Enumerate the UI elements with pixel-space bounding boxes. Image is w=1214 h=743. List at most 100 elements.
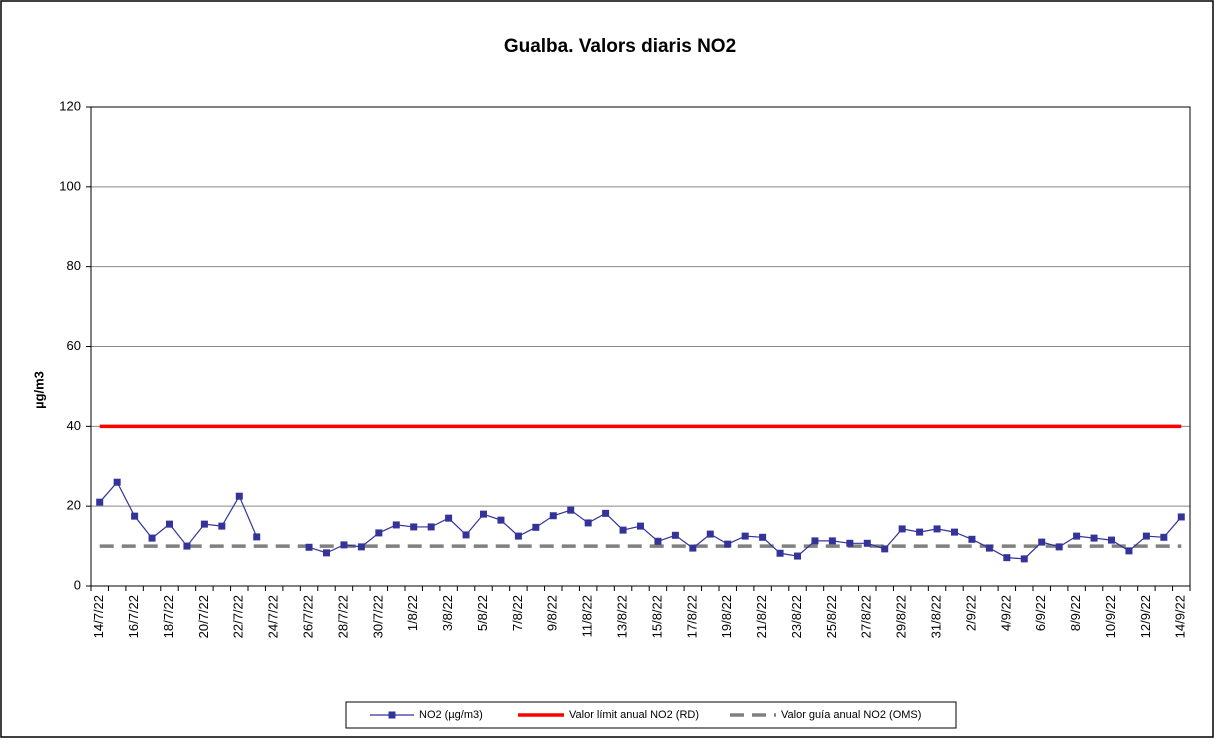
- x-tick-label: 9/8/22: [545, 595, 560, 631]
- x-tick-label: 30/7/22: [370, 595, 385, 638]
- plot-area: [90, 106, 1191, 587]
- point-marker: [794, 552, 801, 560]
- y-tick-label: 40: [67, 418, 81, 433]
- x-tick-label: 17/8/22: [684, 595, 699, 638]
- point-marker: [148, 534, 156, 542]
- x-tick-label: 19/8/22: [719, 595, 734, 638]
- x-tick-label: 1/8/22: [405, 595, 420, 631]
- x-tick-label: 26/7/22: [300, 595, 315, 638]
- x-tick-label: 8/9/22: [1068, 595, 1083, 631]
- point-marker: [881, 545, 889, 553]
- point-marker: [968, 535, 976, 543]
- point-marker: [776, 549, 784, 557]
- legend-label: Valor guía anual NO2 (OMS): [781, 709, 921, 721]
- x-tick-label: 6/9/22: [1033, 595, 1048, 631]
- point-marker: [305, 543, 313, 551]
- point-marker: [724, 540, 732, 548]
- x-tick-label: 14/7/22: [91, 595, 106, 638]
- point-marker: [410, 523, 418, 531]
- x-tick-label: 14/9/22: [1173, 595, 1188, 638]
- point-marker: [898, 525, 906, 533]
- x-tick-label: 15/8/22: [649, 595, 664, 638]
- point-marker: [392, 521, 400, 529]
- point-marker: [1090, 534, 1098, 542]
- point-marker: [497, 516, 505, 524]
- point-marker: [1055, 543, 1063, 551]
- point-marker: [549, 512, 557, 520]
- x-tick-label: 4/9/22: [998, 595, 1013, 631]
- point-marker: [1142, 532, 1150, 540]
- point-marker: [1108, 536, 1115, 544]
- point-marker: [96, 498, 104, 506]
- point-marker: [863, 539, 871, 547]
- point-marker: [741, 532, 749, 540]
- point-marker: [445, 514, 453, 522]
- x-tick-label: 23/8/22: [789, 595, 804, 638]
- y-tick-label: 120: [59, 98, 81, 113]
- point-marker: [602, 509, 610, 517]
- x-tick-label: 16/7/22: [126, 595, 141, 638]
- point-marker: [113, 478, 121, 486]
- point-marker: [1125, 547, 1133, 555]
- x-tick-label: 10/9/22: [1103, 595, 1118, 638]
- legend-box: [345, 701, 957, 729]
- x-tick-label: 29/8/22: [894, 595, 909, 638]
- point-marker: [619, 526, 627, 534]
- point-marker: [1160, 533, 1168, 541]
- x-tick-label: 7/8/22: [510, 595, 525, 631]
- x-tick-label: 27/8/22: [859, 595, 874, 638]
- y-tick-label: 20: [67, 498, 81, 513]
- point-marker: [253, 533, 261, 541]
- y-tick-label: 0: [74, 577, 81, 592]
- point-marker: [933, 525, 941, 533]
- point-marker: [811, 537, 819, 545]
- x-tick-label: 28/7/22: [335, 595, 350, 638]
- point-marker: [532, 523, 540, 531]
- y-tick-label: 60: [67, 338, 81, 353]
- point-marker: [131, 512, 139, 520]
- x-tick-label: 31/8/22: [928, 595, 943, 638]
- point-marker: [951, 528, 958, 536]
- point-marker: [637, 522, 644, 530]
- point-marker: [1038, 538, 1046, 546]
- x-tick-label: 20/7/22: [196, 595, 211, 638]
- chart-title: Gualba. Valors diaris NO2: [504, 36, 736, 57]
- point-marker: [671, 531, 679, 539]
- legend-label: NO2 (µg/m3): [419, 709, 483, 721]
- x-tick-label: 13/8/22: [614, 595, 629, 638]
- point-marker: [828, 537, 836, 545]
- point-marker: [706, 530, 714, 538]
- point-marker: [1073, 532, 1081, 540]
- x-tick-label: 11/8/22: [580, 595, 595, 637]
- point-marker: [514, 532, 522, 540]
- point-marker: [759, 533, 767, 541]
- x-tick-label: 5/8/22: [475, 595, 490, 631]
- point-marker: [846, 539, 854, 547]
- point-marker: [462, 531, 470, 539]
- x-tick-label: 21/8/22: [754, 595, 769, 638]
- point-marker: [1003, 554, 1011, 562]
- legend-marker: [388, 711, 396, 719]
- x-tick-label: 12/9/22: [1138, 595, 1153, 638]
- x-tick-label: 25/8/22: [824, 595, 839, 638]
- point-marker: [689, 544, 697, 552]
- point-marker: [584, 519, 592, 527]
- point-marker: [200, 520, 208, 528]
- x-tick-label: 22/7/22: [231, 595, 246, 638]
- point-marker: [985, 544, 993, 552]
- y-tick-label: 80: [67, 258, 81, 273]
- x-tick-label: 24/7/22: [266, 595, 281, 638]
- point-marker: [340, 541, 348, 549]
- legend-label: Valor límit anual NO2 (RD): [569, 709, 699, 721]
- point-marker: [357, 543, 365, 551]
- point-marker: [427, 523, 435, 531]
- point-marker: [166, 520, 173, 528]
- point-marker: [916, 528, 924, 536]
- x-tick-label: 18/7/22: [161, 595, 176, 638]
- y-axis-label: µg/m3: [31, 371, 46, 409]
- x-tick-label: 2/9/22: [963, 595, 978, 631]
- point-marker: [654, 537, 662, 545]
- point-marker: [480, 510, 487, 518]
